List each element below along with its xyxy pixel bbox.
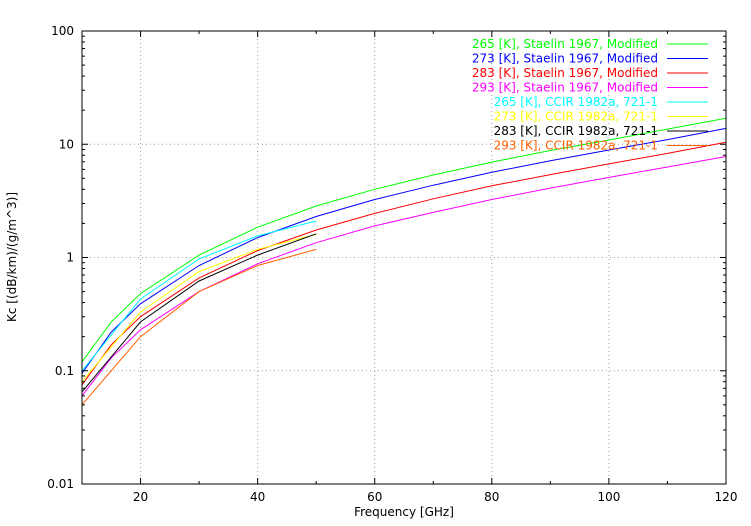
x-tick-label: 60 xyxy=(367,490,382,504)
grid xyxy=(82,31,726,484)
y-tick-label: 1 xyxy=(66,251,74,265)
legend-label-6: 273 [K], CCIR 1982a, 721-1 xyxy=(494,110,658,124)
y-tick-label: 100 xyxy=(51,24,74,38)
series-line-7 xyxy=(81,233,317,393)
y-tick-label: 0.1 xyxy=(55,364,74,378)
series-line-4 xyxy=(81,156,727,397)
legend-label-8: 293 [K], CCIR 1982a, 721-1 xyxy=(494,139,658,153)
y-tick-label: 0.01 xyxy=(47,477,74,491)
tick-layer: 20 40 60 80 100 120 0.01 0.1 1 10 100 xyxy=(47,24,737,504)
x-tick-label: 120 xyxy=(715,490,738,504)
legend-label-3: 283 [K], Staelin 1967, Modified xyxy=(472,66,658,80)
x-tick-label: 80 xyxy=(484,490,499,504)
y-axis-title: Kc [(dB/km)/(g/m^3)] xyxy=(5,192,19,322)
x-tick-label: 20 xyxy=(133,490,148,504)
series-line-6 xyxy=(81,233,317,383)
y-tick-label: 10 xyxy=(59,137,74,151)
legend-label-7: 283 [K], CCIR 1982a, 721-1 xyxy=(494,124,658,138)
series-line-1 xyxy=(81,117,727,363)
x-tick-label: 40 xyxy=(250,490,265,504)
legend-label-2: 273 [K], Staelin 1967, Modified xyxy=(472,52,658,66)
legend-label-5: 265 [K], CCIR 1982a, 721-1 xyxy=(494,95,658,109)
x-axis-title: Frequency [GHz] xyxy=(354,505,454,519)
series-layer xyxy=(81,117,727,406)
series-line-8 xyxy=(81,248,317,406)
legend-label-1: 265 [K], Staelin 1967, Modified xyxy=(472,37,658,51)
legend-label-4: 293 [K], Staelin 1967, Modified xyxy=(472,81,658,95)
x-tick-label: 100 xyxy=(597,490,620,504)
series-line-5 xyxy=(81,220,317,372)
series-line-3 xyxy=(81,141,727,386)
series-line-2 xyxy=(81,127,727,374)
